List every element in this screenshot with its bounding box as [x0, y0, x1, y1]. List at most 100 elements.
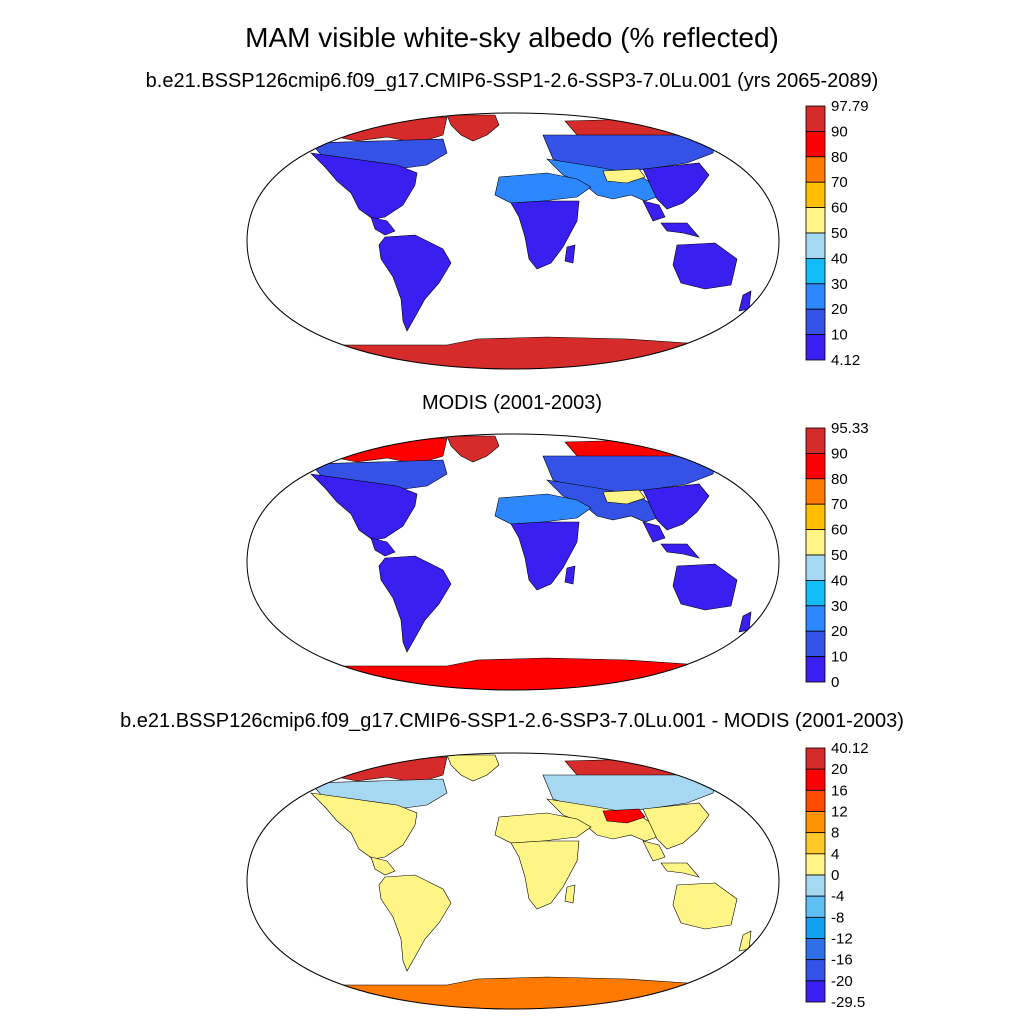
- colorbar-panel-1: 97.79 90 80 70 60 50 40 30 20 10 4.12: [805, 98, 869, 369]
- colorbar-swatch: [805, 874, 826, 897]
- land-region-greenland: [446, 754, 500, 782]
- land-region-default: [564, 565, 576, 585]
- colorbar-label: 60: [831, 200, 848, 217]
- panel-3-subtitle: b.e21.BSSP126cmip6.f09_g17.CMIP6-SSP1-2.…: [120, 710, 904, 732]
- colorbar-swatch: [805, 427, 826, 454]
- land-region-default: [310, 152, 418, 220]
- colorbar-swatch: [805, 105, 826, 132]
- colorbar-swatch: [805, 656, 826, 683]
- colorbar-label: 20: [831, 623, 848, 640]
- colorbar-label: 80: [831, 471, 848, 488]
- colorbar-swatch: [805, 747, 826, 770]
- colorbar-swatch: [805, 283, 826, 310]
- map-panel-3: [246, 752, 780, 1010]
- map-outline: [246, 112, 780, 370]
- land-region-default: [660, 862, 700, 878]
- colorbar-label: 4.12: [831, 352, 860, 369]
- colorbar-swatch: [805, 156, 826, 183]
- colorbar-swatch: [805, 832, 826, 855]
- land-region-tibet: [602, 168, 646, 184]
- land-region-greenland: [446, 114, 500, 142]
- land-region-default: [310, 792, 418, 860]
- colorbar-label: 30: [831, 276, 848, 293]
- colorbar-label: 90: [831, 445, 848, 462]
- land-region-default: [660, 543, 700, 559]
- colorbar-label: 50: [831, 225, 848, 242]
- colorbar-label: 8: [831, 825, 839, 842]
- colorbar-label: -12: [831, 931, 853, 948]
- colorbar-panel-2: 95.33 90 80 70 60 50 40 30 20 10 0: [805, 420, 869, 691]
- colorbar-label: 10: [831, 649, 848, 666]
- colorbar-label: -4: [831, 888, 844, 905]
- colorbar-swatch: [805, 257, 826, 285]
- colorbar-swatch: [805, 605, 826, 632]
- colorbar-swatch: [805, 232, 826, 259]
- land-region-tibet: [602, 808, 646, 824]
- colorbar-swatch: [805, 554, 826, 581]
- land-region-tibet: [602, 489, 646, 505]
- panel-2-subtitle: MODIS (2001-2003): [421, 392, 603, 414]
- land-region-desert: [494, 812, 592, 844]
- land-region-default: [642, 200, 666, 222]
- colorbar-label: 0: [831, 867, 839, 884]
- colorbar-swatch: [805, 579, 826, 607]
- colorbar-label: 12: [831, 804, 848, 821]
- land-region-default: [642, 840, 666, 862]
- land-region-default: [378, 234, 452, 332]
- land-region-desert: [494, 172, 592, 204]
- map-outline: [246, 752, 780, 1010]
- land-region-default: [642, 483, 710, 531]
- colorbar-label: -29.5: [831, 994, 865, 1011]
- land-region-default: [564, 244, 576, 264]
- colorbar-label: 90: [831, 123, 848, 140]
- colorbar-panel-3: 40.12 20 16 12 8 4 0 -4 -8 -12 -16 -20 -29.5: [805, 740, 869, 1011]
- colorbar-swatch: [805, 789, 826, 812]
- land-region-default: [642, 521, 666, 543]
- land-region-default: [370, 537, 396, 557]
- colorbar-label: -16: [831, 952, 853, 969]
- land-region-greenland: [446, 435, 500, 463]
- colorbar-swatch: [805, 308, 826, 335]
- land-region-default: [378, 555, 452, 653]
- colorbar-swatch: [805, 853, 826, 876]
- colorbar-swatch: [805, 334, 826, 361]
- colorbar-swatch: [805, 130, 826, 158]
- colorbar-label: 4: [831, 846, 839, 863]
- land-region-default: [642, 802, 710, 850]
- colorbar-label: 80: [831, 149, 848, 166]
- colorbar-swatch: [805, 452, 826, 480]
- colorbar-label: 10: [831, 327, 848, 344]
- land-region-default: [510, 840, 580, 910]
- colorbar-label: 16: [831, 782, 848, 799]
- colorbar-label: 60: [831, 522, 848, 539]
- colorbar-swatch: [805, 478, 826, 505]
- colorbar-label: 70: [831, 496, 848, 513]
- colorbar-label: 70: [831, 174, 848, 191]
- land-region-default: [672, 242, 738, 290]
- colorbar-swatch: [805, 768, 826, 791]
- map-outline: [246, 433, 780, 691]
- colorbar-label: 0: [831, 674, 839, 691]
- land-region-desert: [494, 493, 592, 525]
- land-region-default: [310, 473, 418, 541]
- colorbar-swatch: [805, 980, 826, 1003]
- colorbar-swatch: [805, 207, 826, 234]
- land-region-default: [370, 216, 396, 236]
- colorbar-label: 40: [831, 572, 848, 589]
- colorbar-label: 97.79: [831, 98, 869, 115]
- colorbar-swatch: [805, 529, 826, 556]
- map-panel-1: [246, 112, 780, 370]
- land-region-default: [510, 521, 580, 591]
- colorbar-swatch: [805, 181, 826, 208]
- land-region-default: [564, 884, 576, 904]
- land-region-default: [672, 882, 738, 930]
- map-panel-2: [246, 433, 780, 691]
- colorbar-swatch: [805, 895, 826, 918]
- colorbar-swatch: [805, 959, 826, 982]
- colorbar-swatch: [805, 916, 826, 939]
- colorbar-label: 40: [831, 250, 848, 267]
- land-region-default: [642, 162, 710, 210]
- land-region-default: [370, 856, 396, 876]
- land-region-default: [672, 563, 738, 611]
- main-title: MAM visible white-sky albedo (% reflecte…: [245, 22, 779, 53]
